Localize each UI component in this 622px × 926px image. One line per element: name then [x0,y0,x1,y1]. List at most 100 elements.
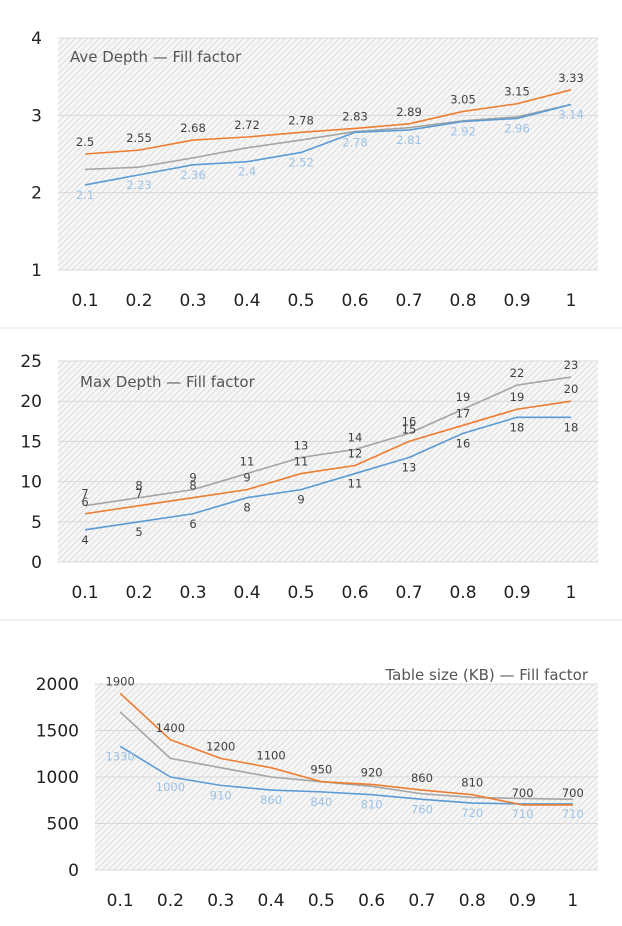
data-label: 15 [402,422,417,436]
x-tick-label: 0.4 [233,291,260,311]
data-label: 1200 [206,739,235,753]
x-axis-ticks: 0.1 0.2 0.3 0.4 0.5 0.6 0.7 0.8 0.9 1 [107,891,579,911]
data-label: 920 [361,765,383,779]
x-tick-label: 0.1 [107,891,134,911]
x-tick-label: 0.7 [408,891,435,911]
y-tick-label: 2000 [36,675,79,695]
y-tick-label: 0 [68,861,79,881]
data-label: 860 [260,793,282,807]
x-tick-label: 0.8 [449,583,476,603]
data-label: 2.92 [450,125,476,139]
x-tick-label: 0.1 [71,583,98,603]
data-label: 6 [189,517,196,531]
gridlines [95,683,598,871]
data-label: 19 [456,390,471,404]
data-label: 8 [135,479,142,493]
x-tick-label: 0.6 [341,583,368,603]
chart-title: Table size (KB) — Fill factor [384,666,588,684]
data-label: 3.15 [504,85,530,99]
chart-title: Max Depth — Fill factor [80,373,256,391]
y-tick-label: 500 [47,815,79,835]
data-label: 760 [411,802,433,816]
y-tick-label: 4 [31,29,42,49]
y-tick-label: 0 [31,553,42,573]
x-axis-ticks: 0.1 0.2 0.3 0.4 0.5 0.6 0.7 0.8 0.9 1 [71,583,576,603]
data-label: 23 [564,358,579,372]
data-label: 700 [512,786,534,800]
x-tick-label: 0.3 [179,291,206,311]
data-label: 710 [512,807,534,821]
data-label: 2.52 [288,155,314,169]
x-tick-label: 0.4 [233,583,260,603]
series-line [119,692,573,806]
y-tick-label: 5 [31,513,42,533]
x-tick-label: 1 [566,583,577,603]
data-label: 3.14 [558,108,584,122]
series-line [119,745,573,805]
data-label: 20 [564,382,579,396]
y-tick-label: 10 [20,473,42,493]
x-axis-ticks: 0.1 0.2 0.3 0.4 0.5 0.6 0.7 0.8 0.9 1 [71,291,576,311]
x-tick-label: 0.9 [503,583,530,603]
x-tick-label: 0.9 [503,291,530,311]
data-label: 2.89 [396,105,422,119]
series-line [84,416,571,531]
plot-area [58,361,598,562]
series-line [84,103,572,171]
data-label: 8 [189,479,196,493]
data-label: 22 [510,366,525,380]
x-tick-label: 0.2 [125,291,152,311]
x-tick-label: 0.5 [287,583,314,603]
x-tick-label: 1 [567,891,578,911]
x-tick-label: 0.5 [287,291,314,311]
x-tick-label: 0.6 [341,291,368,311]
data-labels: 2.1 2.23 2.36 2.4 2.52 2.78 2.81 2.92 2.96 3.14 2.… [76,71,584,202]
data-label: 2.68 [180,121,206,135]
data-label: 1900 [106,674,135,688]
y-tick-label: 1500 [36,722,79,742]
y-axis-ticks: 0 500 1000 1500 2000 [36,675,79,881]
chart-title: Ave Depth — Fill factor [70,48,242,66]
gridlines [58,37,598,271]
data-labels: 1330 1000 910 860 840 810 760 720 710 710 1900 1400… [106,674,584,821]
data-label: 14 [348,430,363,444]
data-label: 7 [135,487,142,501]
data-label: 19 [510,390,525,404]
y-tick-label: 20 [20,392,42,412]
data-label: 1400 [156,721,185,735]
data-label: 13 [294,438,309,452]
y-tick-label: 1 [31,261,42,281]
series-line [84,376,572,507]
y-tick-label: 2 [31,184,42,204]
data-label: 18 [510,420,525,434]
data-label: 4 [81,533,88,547]
data-label: 2.78 [288,113,314,127]
plot-area [58,38,598,270]
data-label: 2.72 [234,118,260,132]
data-labels: 7891113141619222367891112151719204568911… [81,358,578,547]
series-line [84,400,572,515]
data-label: 710 [562,807,584,821]
series-group [84,89,572,186]
x-tick-label: 0.5 [308,891,335,911]
data-label: 810 [461,776,483,790]
data-label: 12 [348,447,363,461]
data-label: 2.1 [76,188,94,202]
x-tick-label: 0.9 [509,891,536,911]
x-tick-label: 0.2 [125,583,152,603]
data-label: 1100 [256,749,285,763]
y-tick-label: 3 [31,106,42,126]
x-tick-label: 0.2 [157,891,184,911]
data-label: 11 [294,455,309,469]
data-label: 11 [240,455,255,469]
data-label: 16 [456,436,471,450]
x-tick-label: 0.1 [71,291,98,311]
x-tick-label: 0.8 [449,291,476,311]
series-group [119,692,573,806]
data-label: 1000 [156,780,185,794]
data-label: 16 [402,414,417,428]
y-tick-label: 25 [20,352,42,372]
